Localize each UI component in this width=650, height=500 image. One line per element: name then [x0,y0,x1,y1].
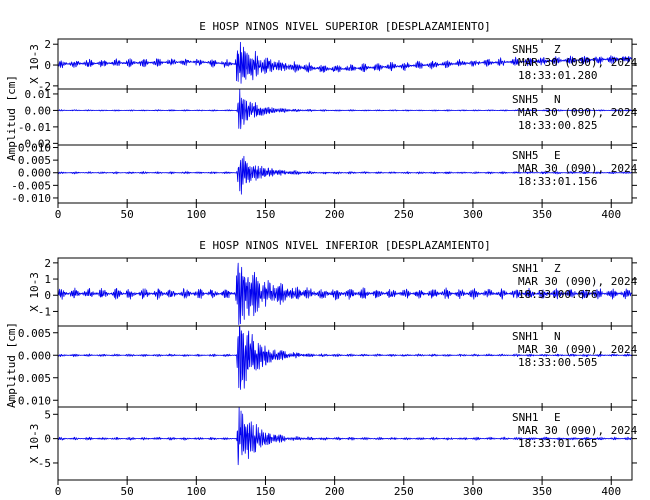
x-tick-label: 50 [121,485,134,498]
y-tick-label: 0.005 [18,327,51,340]
component-code: E [554,149,561,162]
x-tick-label: 350 [532,485,552,498]
station-code: SNH1 [512,330,539,343]
y-tick-label: -0.005 [11,179,51,192]
record-time: 18:33:01.156 [518,175,597,188]
record-date: MAR 30 (090), 2024 [518,424,638,437]
x-tick-label: 200 [325,485,345,498]
y-tick-label: 0.000 [18,349,51,362]
x-tick-label: 350 [532,208,552,221]
x-axis: 0 50 100 150 200 250 300 350 400 [55,480,621,498]
record-date: MAR 30 (090), 2024 [518,56,638,69]
scale-label: X 10-3 [28,424,41,464]
waveform-trace [58,155,632,195]
y-tick-label: -0.01 [18,121,51,134]
record-date: MAR 30 (090), 2024 [518,106,638,119]
record-date: MAR 30 (090), 2024 [518,343,638,356]
y-tick-label: 2 [44,257,51,270]
station-code: SNH5 [512,43,539,56]
y-tick-label: 1 [44,273,51,286]
y-tick-label: 0.005 [18,154,51,167]
panel-frame [57,406,633,481]
y-tick-label: -0.010 [11,192,51,205]
y-tick-label: -0.005 [11,372,51,385]
y-tick-label: 0 [44,433,51,446]
component-code: Z [554,43,561,56]
chart-title: E HOSP NINOS NIVEL INFERIOR [DESPLAZAMIE… [199,239,490,252]
x-tick-label: 150 [256,208,276,221]
waveform-trace [58,262,632,325]
record-time: 18:33:00.676 [518,288,597,301]
panel-frame [57,144,633,204]
y-tick-label: 2 [44,38,51,51]
station-code: SNH1 [512,411,539,424]
y-tick-label: 0.01 [25,88,52,101]
x-tick-label: 250 [394,485,414,498]
component-code: N [554,93,561,106]
y-tick-label: 0 [44,289,51,302]
y-tick-label: 0.010 [18,142,51,155]
x-tick-label: 150 [256,485,276,498]
station-code: SNH5 [512,149,539,162]
chart-title: E HOSP NINOS NIVEL SUPERIOR [DESPLAZAMIE… [199,20,490,33]
y-tick-label: 0.00 [25,104,52,117]
waveform-trace [58,89,632,130]
record-time: 18:33:01.665 [518,437,597,450]
record-time: 18:33:00.825 [518,119,597,132]
y-tick-label: -1 [38,305,51,318]
waveform-trace [58,407,632,466]
y-tick-label: -2 [38,80,51,93]
x-tick-label: 100 [186,208,206,221]
y-axis-label: Amplitud [cm] [5,75,18,161]
chart-group-superior: E HOSP NINOS NIVEL SUPERIOR [DESPLAZAMIE… [5,20,638,221]
scale-label: X 10-3 [28,272,41,312]
record-time: 18:33:00.505 [518,356,597,369]
chart-group-inferior: E HOSP NINOS NIVEL INFERIOR [DESPLAZAMIE… [5,239,638,498]
y-tick-label: -5 [38,457,51,470]
scale-label: X 10-3 [28,44,41,84]
waveform-trace [58,326,632,390]
x-axis: 0 50 100 150 200 250 300 350 400 [55,203,621,221]
x-tick-label: 0 [55,208,62,221]
y-tick-label: 0 [44,59,51,72]
y-tick-label: 0.000 [18,167,51,180]
x-tick-label: 400 [601,485,621,498]
x-tick-label: 50 [121,208,134,221]
record-time: 18:33:01.280 [518,69,597,82]
x-tick-label: 200 [325,208,345,221]
x-tick-label: 300 [463,485,483,498]
x-tick-label: 100 [186,485,206,498]
component-code: N [554,330,561,343]
y-tick-label: 5 [44,408,51,421]
waveform-trace [58,41,632,84]
x-tick-label: 300 [463,208,483,221]
y-axis-label: Amplitud [cm] [5,322,18,408]
x-tick-label: 250 [394,208,414,221]
x-tick-label: 400 [601,208,621,221]
station-code: SNH1 [512,262,539,275]
record-date: MAR 30 (090), 2024 [518,162,638,175]
record-date: MAR 30 (090), 2024 [518,275,638,288]
component-code: E [554,411,561,424]
y-tick-label: -0.010 [11,394,51,407]
station-code: SNH5 [512,93,539,106]
x-tick-label: 0 [55,485,62,498]
component-code: Z [554,262,561,275]
y-tick-label: -0.02 [18,137,51,150]
